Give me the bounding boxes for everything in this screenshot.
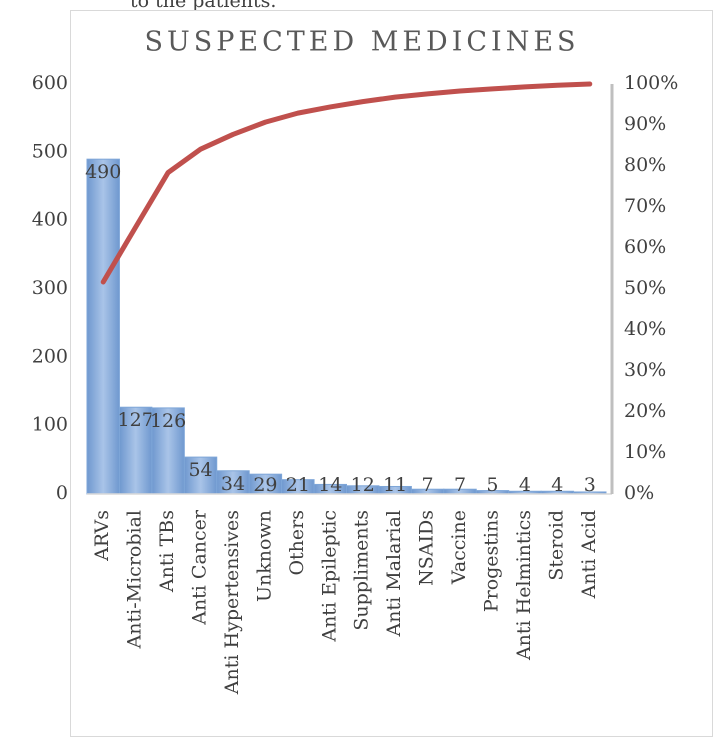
- data-label: 54: [188, 459, 212, 481]
- data-label: 490: [85, 161, 121, 183]
- y2-tick-label: 40%: [624, 318, 666, 340]
- data-label: 126: [150, 410, 186, 432]
- x-tick-label: Suppliments: [351, 510, 373, 631]
- y-tick-label: 100: [32, 414, 68, 436]
- data-label: 34: [221, 473, 245, 495]
- x-tick-label: Anti Epileptic: [318, 510, 340, 643]
- y-tick-label: 600: [32, 72, 68, 94]
- data-label: 3: [584, 474, 596, 496]
- x-tick-label: Anti Malarial: [383, 510, 405, 637]
- chart-title: SUSPECTED MEDICINES: [144, 27, 579, 58]
- y2-tick-label: 60%: [624, 236, 666, 258]
- x-tick-label: Anti Helmintics: [513, 510, 535, 661]
- x-tick-label: Anti Cancer: [189, 509, 211, 626]
- data-label: 7: [422, 474, 434, 496]
- y2-tick-label: 20%: [624, 400, 666, 422]
- x-tick-label: Anti Hypertensives: [221, 510, 243, 695]
- bar: [118, 406, 153, 495]
- data-label: 4: [519, 474, 531, 496]
- x-tick-label: Others: [286, 510, 308, 576]
- y2-tick-label: 50%: [624, 277, 666, 299]
- bar: [183, 456, 218, 495]
- y-tick-label: 500: [32, 140, 68, 162]
- data-label: 5: [486, 474, 498, 496]
- data-label: 12: [351, 474, 375, 496]
- bar: [86, 158, 120, 495]
- y2-tick-label: 80%: [624, 154, 666, 176]
- x-tick-label: ARVs: [91, 510, 113, 562]
- y2-tick-label: 10%: [624, 441, 666, 463]
- data-label: 7: [454, 474, 466, 496]
- data-label: 14: [318, 474, 342, 496]
- data-label: 127: [118, 409, 154, 431]
- x-tick-label: Anti TBs: [156, 510, 178, 593]
- y2-tick-label: 100%: [624, 72, 678, 94]
- x-tick-label: Anti Acid: [578, 510, 600, 599]
- x-tick-label: Progestins: [480, 510, 502, 612]
- y-tick-label: 200: [32, 345, 68, 367]
- page-text: to the patients.: [130, 0, 276, 12]
- y2-tick-label: 90%: [624, 113, 666, 135]
- x-tick-label: Anti-Microbial: [124, 510, 146, 649]
- x-tick-label: Vaccine: [448, 510, 470, 585]
- y-tick-label: 400: [32, 209, 68, 231]
- y-tick-label: 0: [56, 482, 68, 504]
- data-label: 21: [286, 474, 310, 496]
- data-label: 29: [253, 474, 277, 496]
- y2-tick-label: 0%: [624, 482, 654, 504]
- bar: [151, 407, 185, 495]
- chart-frame: [70, 10, 713, 737]
- y2-tick-label: 30%: [624, 359, 666, 381]
- y2-tick-label: 70%: [624, 195, 666, 217]
- x-tick-label: Unknown: [253, 510, 275, 602]
- x-tick-label: NSAIDs: [416, 510, 438, 586]
- y-tick-label: 300: [32, 277, 68, 299]
- cumulative-line: [100, 81, 593, 285]
- data-label: 11: [383, 474, 407, 496]
- x-tick-label: Steroid: [545, 510, 567, 581]
- data-label: 4: [551, 474, 563, 496]
